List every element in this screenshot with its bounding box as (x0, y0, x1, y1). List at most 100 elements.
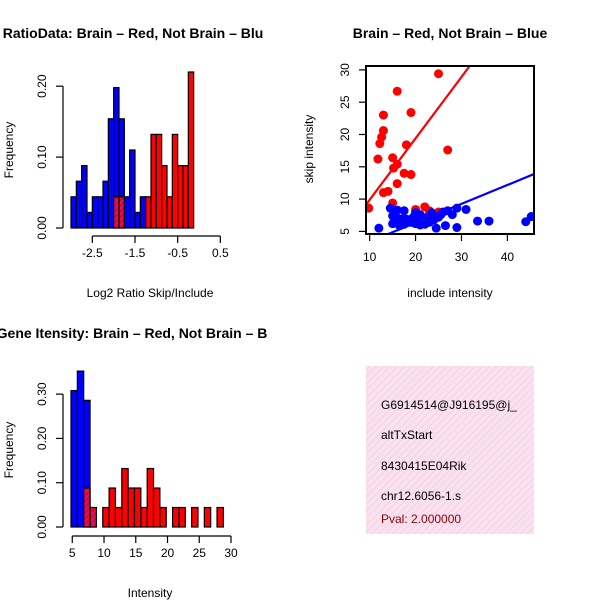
scatter-fit-line-red (366, 66, 472, 206)
info-pval: Pval: 2.000000 (381, 512, 461, 526)
hist-bar-red-6 (127, 487, 136, 528)
x-tick-label: -0.5 (167, 246, 188, 260)
scatter-point-blue-27 (388, 219, 398, 229)
y-tick-label: 0.20 (35, 426, 49, 450)
hist-bar-red-9 (182, 165, 189, 229)
hist-bar-blue-2 (81, 165, 88, 229)
hist-bar-red-3 (108, 487, 117, 528)
x-tick-label: -1.5 (125, 246, 146, 260)
x-tick-label: -2.5 (82, 246, 103, 260)
hist-bar-red-4 (114, 506, 123, 528)
hist-bar-red-2 (145, 196, 152, 229)
hist-bar-blue-4 (91, 196, 99, 229)
scatter-point-red-13 (406, 170, 416, 180)
hist-bar-blue-12 (134, 211, 141, 229)
y-tick-label: 25 (338, 95, 352, 109)
x-tick-label: 5 (69, 546, 76, 560)
y-tick-label: 0.10 (35, 145, 49, 169)
intensity-hist-bars (70, 370, 224, 528)
hist-bar-blue-1 (75, 180, 83, 229)
hist-bar-blue-7 (107, 118, 115, 229)
hist-bar-blue-5 (97, 196, 104, 229)
hist-bar-red-9 (146, 467, 155, 528)
hist-bar-blue-3 (86, 211, 93, 229)
y-tick-label: 0.20 (35, 74, 49, 98)
scatter-point-blue-2 (399, 206, 409, 216)
info-line-id: G6914514@J916195@j_ (381, 398, 517, 412)
y-tick-label: 10 (338, 192, 352, 206)
x-tick-label: 10 (363, 250, 377, 264)
hist-bar-red-4 (155, 133, 163, 229)
x-tick-label: 25 (193, 546, 207, 560)
scatter-point-red-12 (399, 168, 409, 178)
scatter-title: Brain – Red, Not Brain – Blue (353, 25, 548, 41)
intensity-histogram-panel: Gene Itensity: Brain – Red, Not Brain – … (0, 325, 267, 600)
scatter-point-blue-34 (401, 214, 411, 224)
ratio-hist-title: RatioData: Brain – Red, Not Brain – Blu (3, 25, 264, 41)
y-tick-label: 0.00 (35, 216, 49, 240)
hist-bar-blue-6 (102, 180, 109, 229)
y-tick-label: 5 (338, 228, 352, 235)
scatter-point-red-2 (406, 108, 416, 118)
scatter-inner (366, 66, 534, 234)
scatter-point-blue-0 (385, 203, 395, 213)
hist-bar-red-5 (161, 165, 168, 229)
hist-bar-red-13 (178, 506, 186, 528)
y-tick-label: 0.30 (35, 382, 49, 406)
info-line-locus: chr12.6056-1.s (381, 489, 461, 503)
hist-bar-red-2 (102, 506, 110, 528)
x-tick-label: 30 (224, 546, 238, 560)
info-line-event: altTxStart (381, 428, 433, 442)
ratio-histogram-panel: RatioData: Brain – Red, Not Brain – Blu … (2, 25, 263, 300)
hist-bar-blue-10 (123, 196, 131, 229)
ratio-hist-bars (70, 71, 195, 229)
intensity-hist-title: Gene Itensity: Brain – Red, Not Brain – … (0, 325, 267, 341)
hist-bar-blue-0 (70, 390, 78, 528)
x-tick-label: 20 (161, 546, 175, 560)
hist-bar-red-10 (152, 487, 161, 528)
hist-bar-red-10 (187, 71, 195, 229)
scatter-point-blue-24 (484, 216, 494, 226)
hist-bar-red-6 (166, 196, 173, 229)
scatter-ylabel: skip intensity (302, 115, 316, 184)
x-tick-label: 15 (129, 546, 143, 560)
hist-bar-red-7 (133, 487, 142, 528)
scatter-point-red-8 (388, 153, 398, 163)
hist-bar-overlap-0 (113, 196, 120, 229)
intensity-hist-xlabel: Intensity (128, 586, 173, 600)
hist-bar-red-7 (171, 133, 179, 229)
scatter-point-blue-33 (374, 223, 384, 233)
hist-bar-red-3 (150, 133, 157, 229)
info-panel-background (366, 366, 534, 534)
scatter-point-red-18 (366, 203, 374, 213)
y-tick-label: 0.10 (35, 471, 49, 495)
hist-bar-red-8 (177, 165, 184, 229)
hist-bar-overlap-1 (89, 506, 97, 528)
intensity-scatter-panel: Brain – Red, Not Brain – Blue 5 10 15 20 25 3… (302, 25, 548, 300)
hist-bar-blue-13 (139, 196, 147, 229)
scatter-point-red-1 (392, 86, 402, 96)
scatter-axes: 5 10 15 20 25 30 10 20 30 40 (338, 63, 535, 264)
info-line-gene: 8430415E04Rik (381, 459, 467, 473)
hist-bar-overlap-1 (118, 196, 125, 229)
hist-bar-overlap-0 (83, 487, 91, 528)
scatter-point-blue-22 (461, 204, 471, 214)
scatter-point-red-17 (383, 186, 393, 196)
hist-bar-blue-11 (129, 149, 136, 229)
ratio-hist-axes: 0.00 0.10 0.20 -2.5 -1.5 -0.5 0.5 (35, 74, 229, 260)
hist-bar-red-14 (191, 506, 199, 528)
x-tick-label: 40 (501, 250, 515, 264)
y-tick-label: 20 (338, 127, 352, 141)
hist-bar-red-5 (121, 467, 129, 528)
scatter-point-red-0 (434, 69, 444, 79)
scatter-xlabel: include intensity (407, 286, 492, 300)
x-tick-label: 10 (97, 546, 111, 560)
x-tick-label: 20 (409, 250, 423, 264)
scatter-point-red-15 (392, 179, 402, 189)
y-tick-label: 15 (338, 160, 352, 174)
scatter-point-blue-32 (452, 223, 462, 233)
hist-bar-red-12 (171, 506, 180, 528)
intensity-hist-axes: 0.00 0.10 0.20 0.30 5 10 15 20 25 30 (35, 382, 238, 560)
y-tick-label: 0.00 (35, 515, 49, 539)
